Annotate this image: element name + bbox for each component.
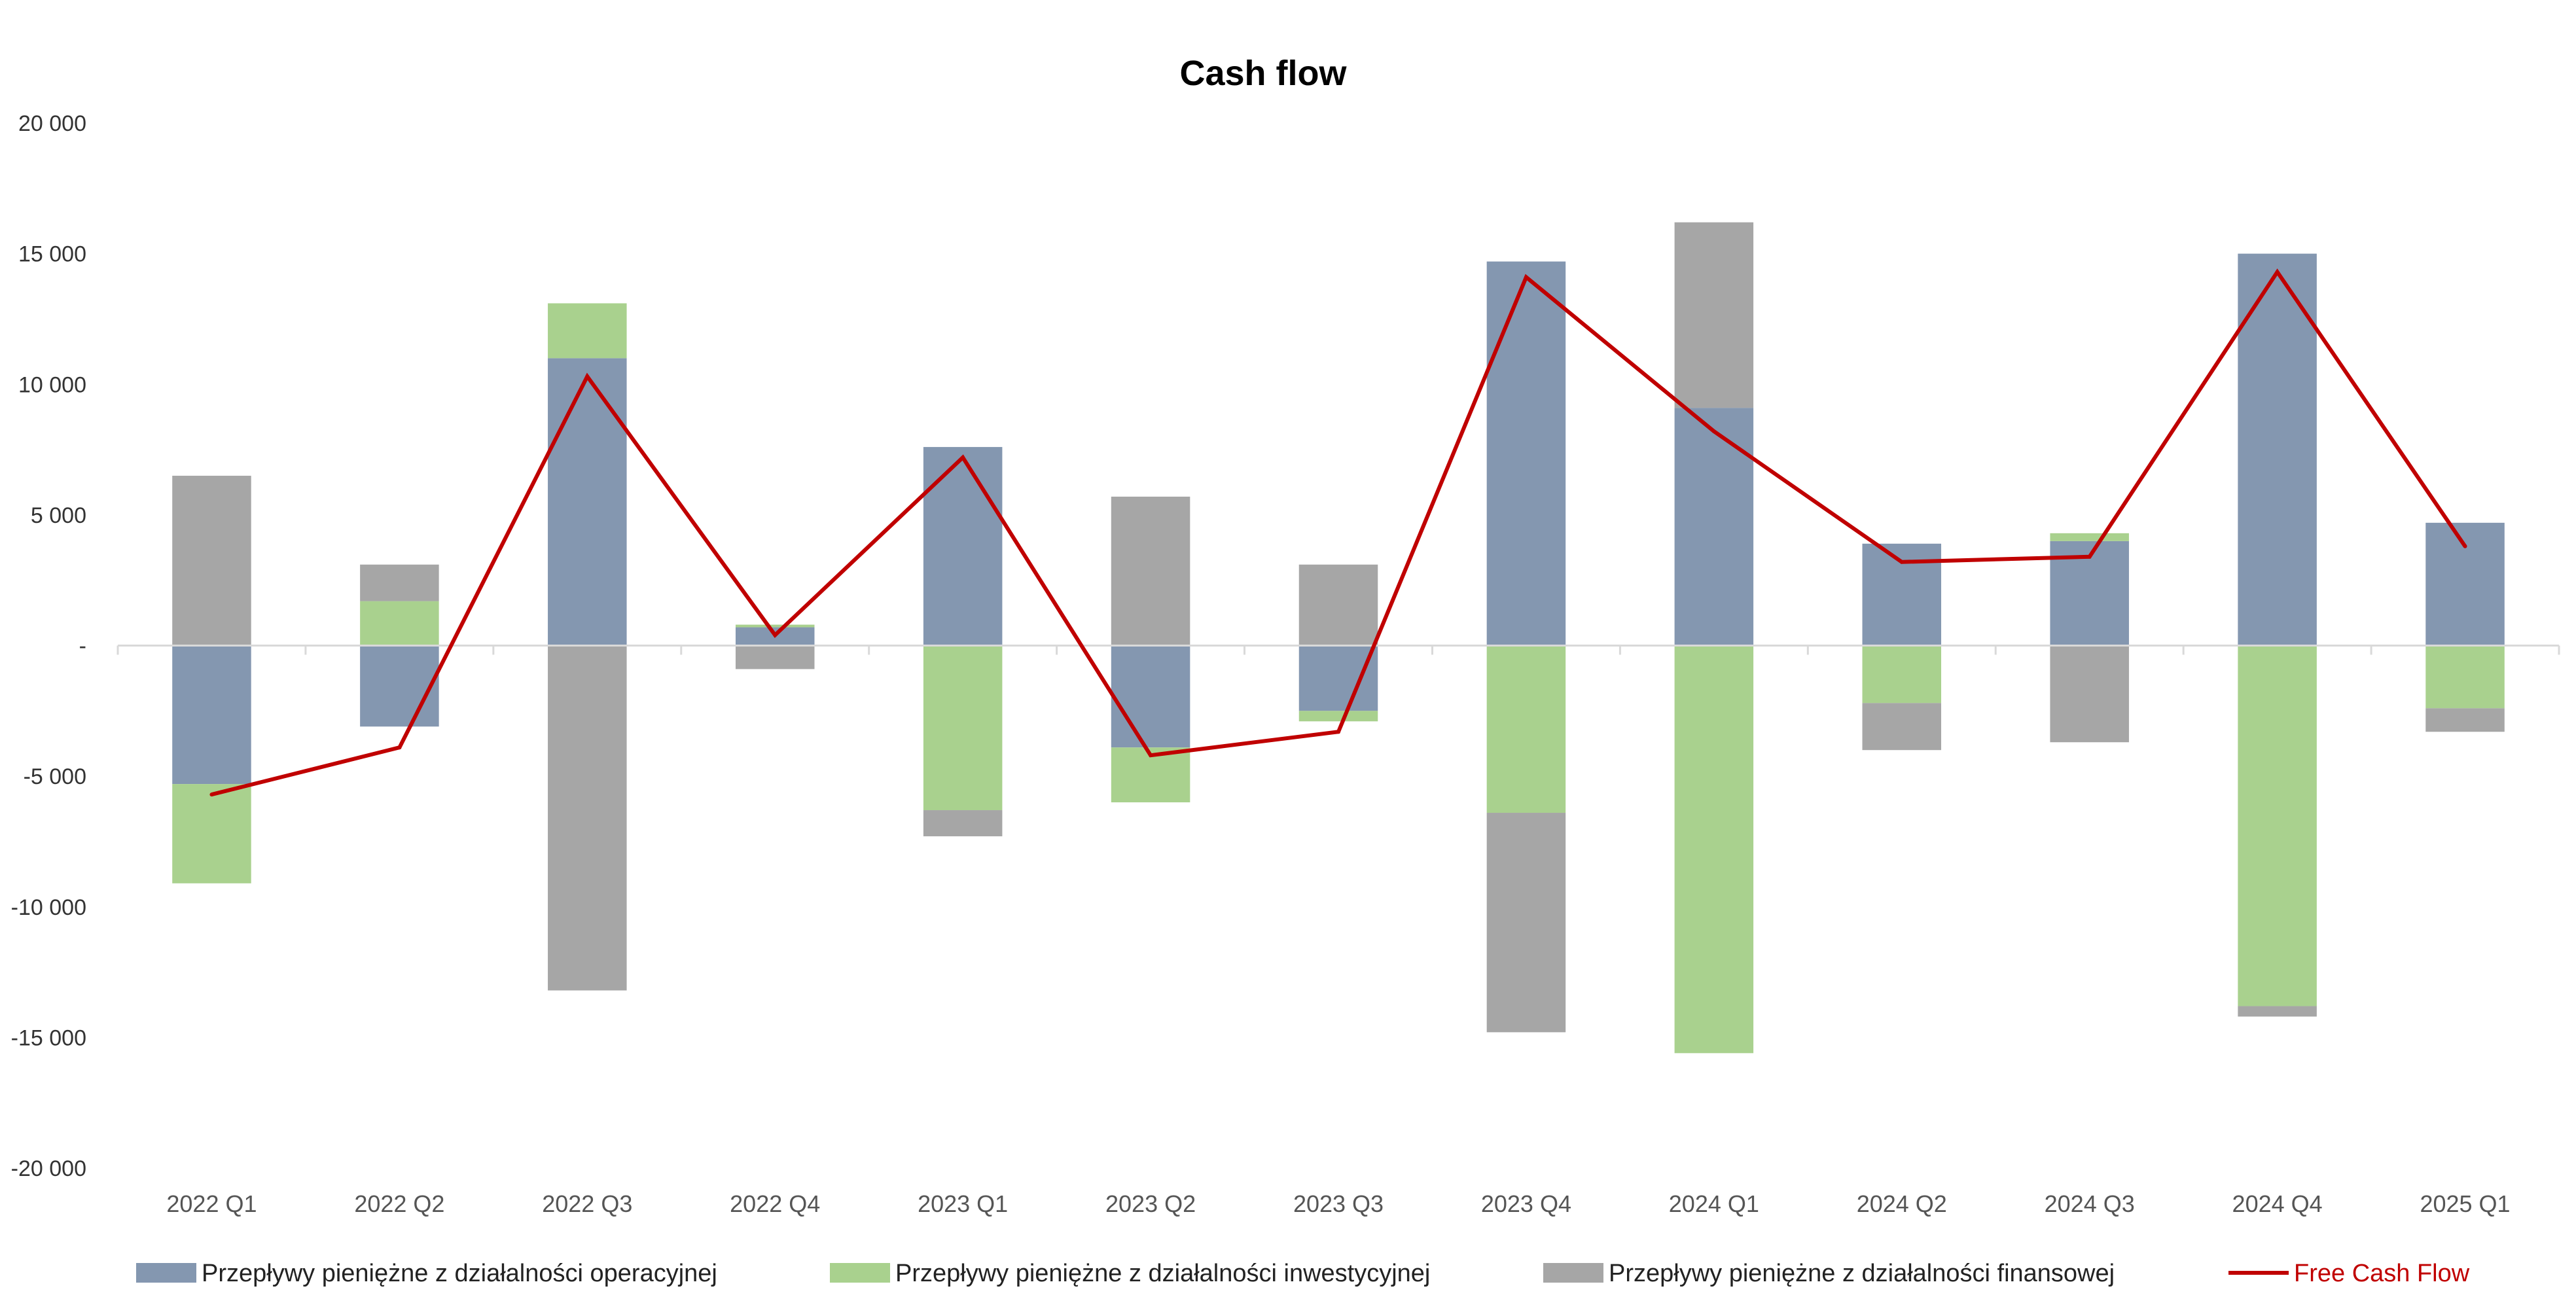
legend-swatch bbox=[830, 1263, 890, 1283]
y-tick-label: -5 000 bbox=[24, 764, 86, 789]
free-cash-flow-point bbox=[209, 792, 214, 797]
y-tick-label: -15 000 bbox=[11, 1025, 86, 1050]
x-category-label: 2023 Q2 bbox=[1105, 1190, 1196, 1217]
bar-series-2 bbox=[172, 784, 251, 883]
bar-series-3 bbox=[2238, 1006, 2317, 1017]
y-tick-label: 15 000 bbox=[18, 242, 86, 267]
legend-swatch bbox=[136, 1263, 196, 1283]
bar-series-2 bbox=[1298, 711, 1378, 722]
x-axis-ticks bbox=[116, 645, 2560, 655]
x-category-label: 2024 Q2 bbox=[1857, 1190, 1947, 1217]
y-tick-label: 10 000 bbox=[18, 372, 86, 397]
x-category-label: 2023 Q4 bbox=[1481, 1190, 1571, 1217]
free-cash-flow-point bbox=[1149, 753, 1153, 758]
bar-series-1 bbox=[360, 645, 439, 727]
free-cash-flow-point bbox=[1524, 275, 1528, 279]
y-tick-label: - bbox=[79, 634, 86, 659]
y-tick-label: -10 000 bbox=[11, 895, 86, 920]
x-category-label: 2024 Q1 bbox=[1669, 1190, 1759, 1217]
x-category-label: 2023 Q1 bbox=[918, 1190, 1008, 1217]
free-cash-flow-layer bbox=[209, 268, 2467, 797]
y-tick-label: 5 000 bbox=[31, 503, 86, 528]
free-cash-flow-point bbox=[2087, 554, 2092, 559]
free-cash-flow-point bbox=[397, 745, 402, 750]
bar-series-2 bbox=[923, 645, 1003, 811]
bar-series-3 bbox=[735, 645, 815, 669]
bar-series-3 bbox=[1674, 222, 1754, 408]
x-category-label: 2022 Q4 bbox=[730, 1190, 820, 1217]
y-tick-label: -20 000 bbox=[11, 1156, 86, 1181]
bar-series-3 bbox=[2050, 645, 2129, 743]
free-cash-flow-point bbox=[1336, 730, 1340, 734]
bar-series-3 bbox=[923, 810, 1003, 836]
bar-series-3 bbox=[1111, 496, 1190, 646]
free-cash-flow-point bbox=[773, 633, 778, 637]
bar-series-2 bbox=[2238, 645, 2317, 1006]
bar-series-2 bbox=[2050, 533, 2129, 541]
free-cash-flow-point bbox=[585, 374, 590, 379]
bar-series-2 bbox=[360, 601, 439, 646]
bar-series-1 bbox=[1862, 543, 1942, 646]
bar-series-2 bbox=[1486, 645, 1566, 813]
bar-series-2 bbox=[735, 624, 815, 628]
bar-series-3 bbox=[548, 645, 627, 991]
bar-series-3 bbox=[360, 564, 439, 601]
x-category-label: 2022 Q3 bbox=[542, 1190, 632, 1217]
bar-series-3 bbox=[1486, 813, 1566, 1033]
legend: Przepływy pieniężne z działalności opera… bbox=[136, 1260, 2470, 1287]
chart-title: Cash flow bbox=[1179, 54, 1347, 93]
bar-series-1 bbox=[1111, 645, 1190, 748]
free-cash-flow-point bbox=[2463, 544, 2467, 548]
bar-series-1 bbox=[548, 358, 627, 646]
bar-series-1 bbox=[923, 447, 1003, 646]
bar-series-2 bbox=[1674, 645, 1754, 1054]
x-axis-labels: 2022 Q1 2022 Q2 2022 Q3 2022 Q4 2023 Q1 2023 … bbox=[166, 1190, 2510, 1217]
bars-layer bbox=[172, 222, 2505, 1054]
x-category-label: 2024 Q4 bbox=[2232, 1190, 2323, 1217]
x-category-label: 2024 Q3 bbox=[2045, 1190, 2135, 1217]
bar-series-2 bbox=[2425, 645, 2505, 709]
bar-series-3 bbox=[1862, 703, 1942, 751]
free-cash-flow-point bbox=[1711, 429, 1716, 434]
legend-swatch bbox=[1543, 1263, 1603, 1283]
free-cash-flow-point bbox=[961, 455, 965, 460]
bar-series-3 bbox=[1298, 564, 1378, 646]
bar-series-2 bbox=[1862, 645, 1942, 703]
bar-series-3 bbox=[2425, 708, 2505, 732]
bar-series-1 bbox=[172, 645, 251, 785]
legend-label: Przepływy pieniężne z działalności opera… bbox=[202, 1260, 717, 1287]
bar-series-1 bbox=[2425, 522, 2505, 646]
x-category-label: 2023 Q3 bbox=[1293, 1190, 1384, 1217]
free-cash-flow-point bbox=[2275, 270, 2280, 274]
x-category-label: 2022 Q1 bbox=[166, 1190, 257, 1217]
bar-series-1 bbox=[2238, 253, 2317, 646]
bar-series-1 bbox=[1486, 261, 1566, 646]
free-cash-flow-point bbox=[1899, 560, 1904, 564]
bar-series-3 bbox=[172, 475, 251, 646]
x-category-label: 2025 Q1 bbox=[2420, 1190, 2510, 1217]
legend-label: Przepływy pieniężne z działalności inwes… bbox=[895, 1260, 1430, 1287]
x-category-label: 2022 Q2 bbox=[354, 1190, 444, 1217]
legend-label: Przepływy pieniężne z działalności finan… bbox=[1609, 1260, 2115, 1287]
bar-series-1 bbox=[1298, 645, 1378, 711]
y-axis-labels: 20 000 15 000 10 000 5 000 - -5 000 -10 000 -15… bbox=[11, 111, 86, 1181]
bar-series-1 bbox=[1674, 408, 1754, 646]
legend-label: Free Cash Flow bbox=[2294, 1260, 2470, 1287]
bar-series-2 bbox=[548, 303, 627, 359]
y-tick-label: 20 000 bbox=[18, 111, 86, 136]
